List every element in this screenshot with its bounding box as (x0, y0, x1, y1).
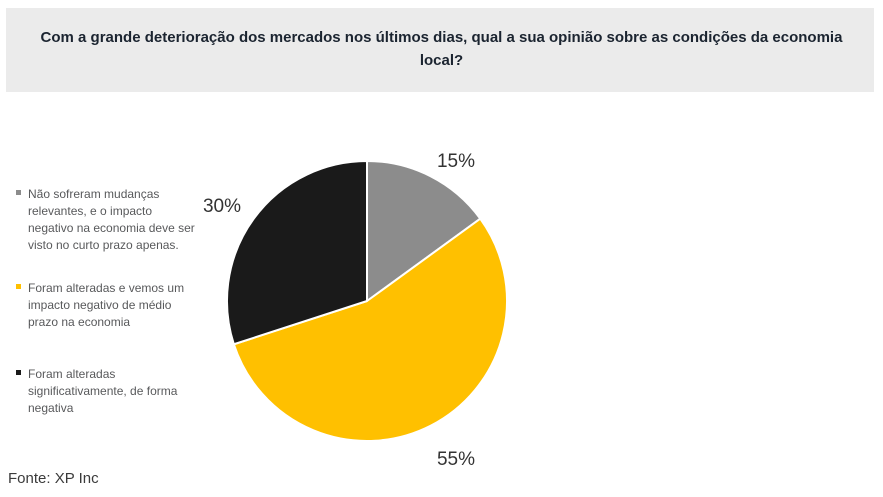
svg-text:30%: 30% (203, 196, 241, 217)
svg-text:15%: 15% (437, 151, 475, 172)
svg-text:55%: 55% (437, 449, 475, 470)
